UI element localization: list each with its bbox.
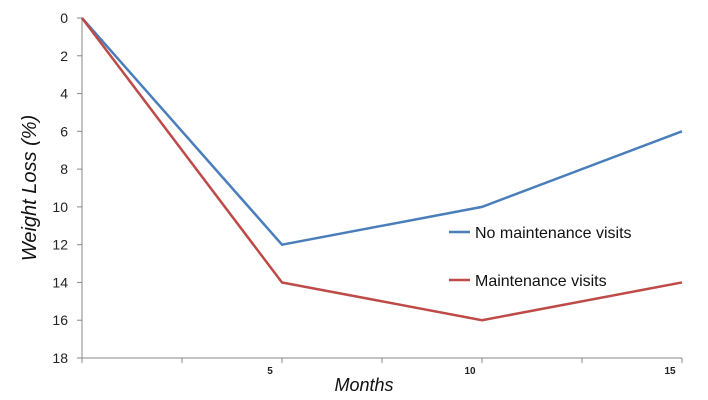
legend-label: No maintenance visits bbox=[475, 225, 632, 242]
series-line-1 bbox=[81, 17, 683, 247]
y-tick-label: 18 bbox=[52, 350, 68, 366]
y-axis-title: Weight Loss (%) bbox=[19, 115, 41, 261]
legend-label: Maintenance visits bbox=[475, 273, 607, 290]
x-tick-label: 10 bbox=[464, 366, 476, 377]
y-tick-label: 12 bbox=[52, 237, 68, 253]
y-tick-label: 10 bbox=[52, 199, 68, 215]
y-tick-label: 14 bbox=[52, 274, 68, 290]
y-tick-label: 8 bbox=[60, 161, 68, 177]
series-line-2 bbox=[81, 17, 683, 322]
x-tick-label: 15 bbox=[664, 366, 676, 377]
y-tick-label: 6 bbox=[60, 123, 68, 139]
y-tick-label: 0 bbox=[60, 10, 68, 26]
legend: No maintenance visits Maintenance visits bbox=[449, 225, 632, 290]
x-tick-label: 5 bbox=[267, 366, 273, 377]
series-lines bbox=[81, 17, 683, 322]
x-axis-title: Months bbox=[334, 375, 393, 395]
y-tick-label: 2 bbox=[60, 48, 68, 64]
x-axis-ticks: 5 10 15 bbox=[81, 358, 683, 377]
y-axis-ticks: 0 2 4 6 8 10 12 14 16 18 bbox=[52, 10, 82, 366]
y-tick-label: 16 bbox=[52, 312, 68, 328]
y-tick-label: 4 bbox=[60, 86, 68, 102]
